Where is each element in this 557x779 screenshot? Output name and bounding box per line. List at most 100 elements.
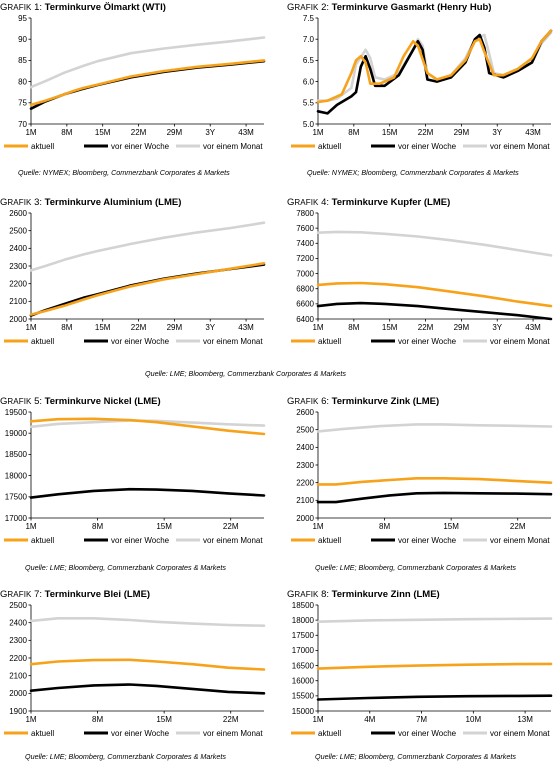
y-tick-label: 6.5 xyxy=(303,56,315,65)
grafik-word: RAFIK xyxy=(294,590,319,599)
legend-label-woche: vor einer Woche xyxy=(111,536,170,545)
source-note: Quelle: NYMEX; Bloomberg, Commerzbank Co… xyxy=(18,168,230,177)
series-line-aktuell xyxy=(29,658,266,671)
y-tick-label: 6400 xyxy=(296,315,314,324)
y-tick-label: 2100 xyxy=(9,297,27,306)
grafik-g: G xyxy=(0,197,8,208)
x-tick-label: 43M xyxy=(238,323,254,332)
chart-number: 5 xyxy=(34,396,40,407)
y-tick-label: 17000 xyxy=(5,514,28,523)
x-tick-label: 4M xyxy=(364,715,375,724)
legend-label-woche: vor einer Woche xyxy=(398,536,457,545)
chart-title: GRAFIK 2: Terminkurve Gasmarkt (Henry Hu… xyxy=(287,2,492,13)
chart-number: 2 xyxy=(321,2,327,13)
y-tick-label: 18500 xyxy=(292,601,315,610)
grafik-g: G xyxy=(0,589,8,600)
legend-label-monat: vor einem Monat xyxy=(490,142,550,151)
x-tick-label: 22M xyxy=(223,715,239,724)
series-line-vor-einem-monat xyxy=(29,36,266,89)
y-tick-label: 17500 xyxy=(292,631,315,640)
chart-title: GRAFIK 3: Terminkurve Aluminium (LME) xyxy=(0,197,182,208)
y-tick-label: 2600 xyxy=(296,408,314,417)
y-tick-label: 2000 xyxy=(296,514,314,523)
y-tick-label: 2000 xyxy=(9,315,27,324)
y-tick-label: 6600 xyxy=(296,300,314,309)
source-note: Quelle: NYMEX; Bloomberg, Commerzbank Co… xyxy=(307,168,519,177)
y-tick-label: 7800 xyxy=(296,209,314,218)
x-tick-label: 1M xyxy=(25,522,36,531)
x-tick-label: 8M xyxy=(61,323,72,332)
chart-panel-3: GRAFIK 3: Terminkurve Aluminium (LME) 20… xyxy=(0,197,270,387)
source-note: Quelle: LME; Bloomberg, Commerzbank Corp… xyxy=(315,752,516,761)
series-line-vor-einer-woche xyxy=(29,263,266,317)
series-line-vor-einem-monat xyxy=(29,221,266,272)
x-tick-label: 7M xyxy=(416,715,427,724)
chart-panel-4: GRAFIK 4: Terminkurve Kupfer (LME) 6400 6… xyxy=(287,197,557,387)
y-tick-label: 2500 xyxy=(9,601,27,610)
legend-label-aktuell: aktuell xyxy=(31,142,54,151)
line-chart: 15000 15500 16000 16500 17000 17500 18000 18500… xyxy=(291,601,553,738)
line-chart: 6400 6600 6800 7000 7200 7400 7600 7800 1M 8M 15M 2… xyxy=(291,209,553,346)
x-tick-label: 1M xyxy=(312,522,323,531)
y-tick-label: 75 xyxy=(18,99,27,108)
x-tick-label: 1M xyxy=(25,128,36,137)
line-chart: 5.0 5.5 6.0 6.5 7.0 7.5 1M 8M 15M 22M 29M 3Y 43M aktu… xyxy=(291,14,553,151)
chart-title-text: Terminkurve Gasmarkt (Henry Hub) xyxy=(331,2,492,13)
x-tick-label: 15M xyxy=(95,128,111,137)
line-chart: 1900 2000 2100 2200 2300 2400 2500 1M 8M 15M 22M ak… xyxy=(4,601,266,738)
x-tick-label: 3Y xyxy=(205,128,215,137)
x-tick-label: 8M xyxy=(61,128,72,137)
chart-title: GRAFIK 8: Terminkurve Zinn (LME) xyxy=(287,589,440,600)
y-tick-label: 7000 xyxy=(296,269,314,278)
y-tick-label: 2300 xyxy=(296,461,314,470)
y-tick-label: 2200 xyxy=(296,478,314,487)
x-tick-label: 22M xyxy=(223,522,239,531)
legend-label-aktuell: aktuell xyxy=(31,729,54,738)
chart-panel-1: GRAFIK 1: Terminkurve Ölmarkt (WTI) 70 75… xyxy=(0,2,270,192)
series-line-vor-einem-monat xyxy=(316,423,553,433)
chart-title-text: Terminkurve Ölmarkt (WTI) xyxy=(44,2,166,13)
x-tick-label: 43M xyxy=(525,128,541,137)
legend-label-aktuell: aktuell xyxy=(318,142,341,151)
y-tick-label: 7.5 xyxy=(303,14,315,23)
x-tick-label: 29M xyxy=(454,323,470,332)
x-tick-label: 8M xyxy=(379,522,390,531)
y-tick-label: 2100 xyxy=(9,671,27,680)
line-chart: 70 75 80 85 90 95 1M 8M 15M 22M 29M 3Y 43M aktuell vor… xyxy=(4,14,266,151)
y-tick-label: 18500 xyxy=(5,450,28,459)
line-chart: 17000 17500 18000 18500 19000 19500 1M 8M 15M 22M… xyxy=(4,408,266,545)
y-tick-label: 6.0 xyxy=(303,77,315,86)
y-tick-label: 15000 xyxy=(292,707,315,716)
y-tick-label: 2300 xyxy=(9,636,27,645)
series-line-vor-einer-woche xyxy=(316,694,553,701)
y-tick-label: 18000 xyxy=(292,616,315,625)
x-tick-label: 15M xyxy=(156,715,172,724)
y-tick-label: 2400 xyxy=(296,443,314,452)
chart-title: GRAFIK 1: Terminkurve Ölmarkt (WTI) xyxy=(0,2,166,13)
legend-label-monat: vor einem Monat xyxy=(203,142,263,151)
chart-title: GRAFIK 4: Terminkurve Kupfer (LME) xyxy=(287,197,451,208)
chart-title: GRAFIK 6: Terminkurve Zink (LME) xyxy=(287,396,440,407)
x-tick-label: 22M xyxy=(131,323,147,332)
y-tick-label: 2400 xyxy=(9,244,27,253)
y-tick-label: 2100 xyxy=(296,496,314,505)
y-tick-label: 19000 xyxy=(5,429,28,438)
grafik-word: RAFIK xyxy=(294,198,319,207)
series-line-vor-einem-monat xyxy=(29,617,266,627)
y-tick-label: 2300 xyxy=(9,262,27,271)
x-tick-label: 29M xyxy=(167,323,183,332)
chart-panel-6: GRAFIK 6: Terminkurve Zink (LME) 2000 210… xyxy=(287,396,557,586)
y-tick-label: 2500 xyxy=(9,226,27,235)
grafik-g: G xyxy=(287,197,295,208)
chart-panel-5: GRAFIK 5: Terminkurve Nickel (LME) 17000… xyxy=(0,396,270,586)
x-tick-label: 15M xyxy=(95,323,111,332)
legend-label-aktuell: aktuell xyxy=(318,337,341,346)
chart-title-text: Terminkurve Aluminium (LME) xyxy=(44,197,182,208)
x-tick-label: 43M xyxy=(238,128,254,137)
legend-label-aktuell: aktuell xyxy=(318,729,341,738)
series-line-vor-einer-woche xyxy=(29,683,266,695)
x-tick-label: 15M xyxy=(443,522,459,531)
x-tick-label: 22M xyxy=(418,323,434,332)
legend-label-woche: vor einer Woche xyxy=(398,337,457,346)
y-tick-label: 17500 xyxy=(5,493,28,502)
